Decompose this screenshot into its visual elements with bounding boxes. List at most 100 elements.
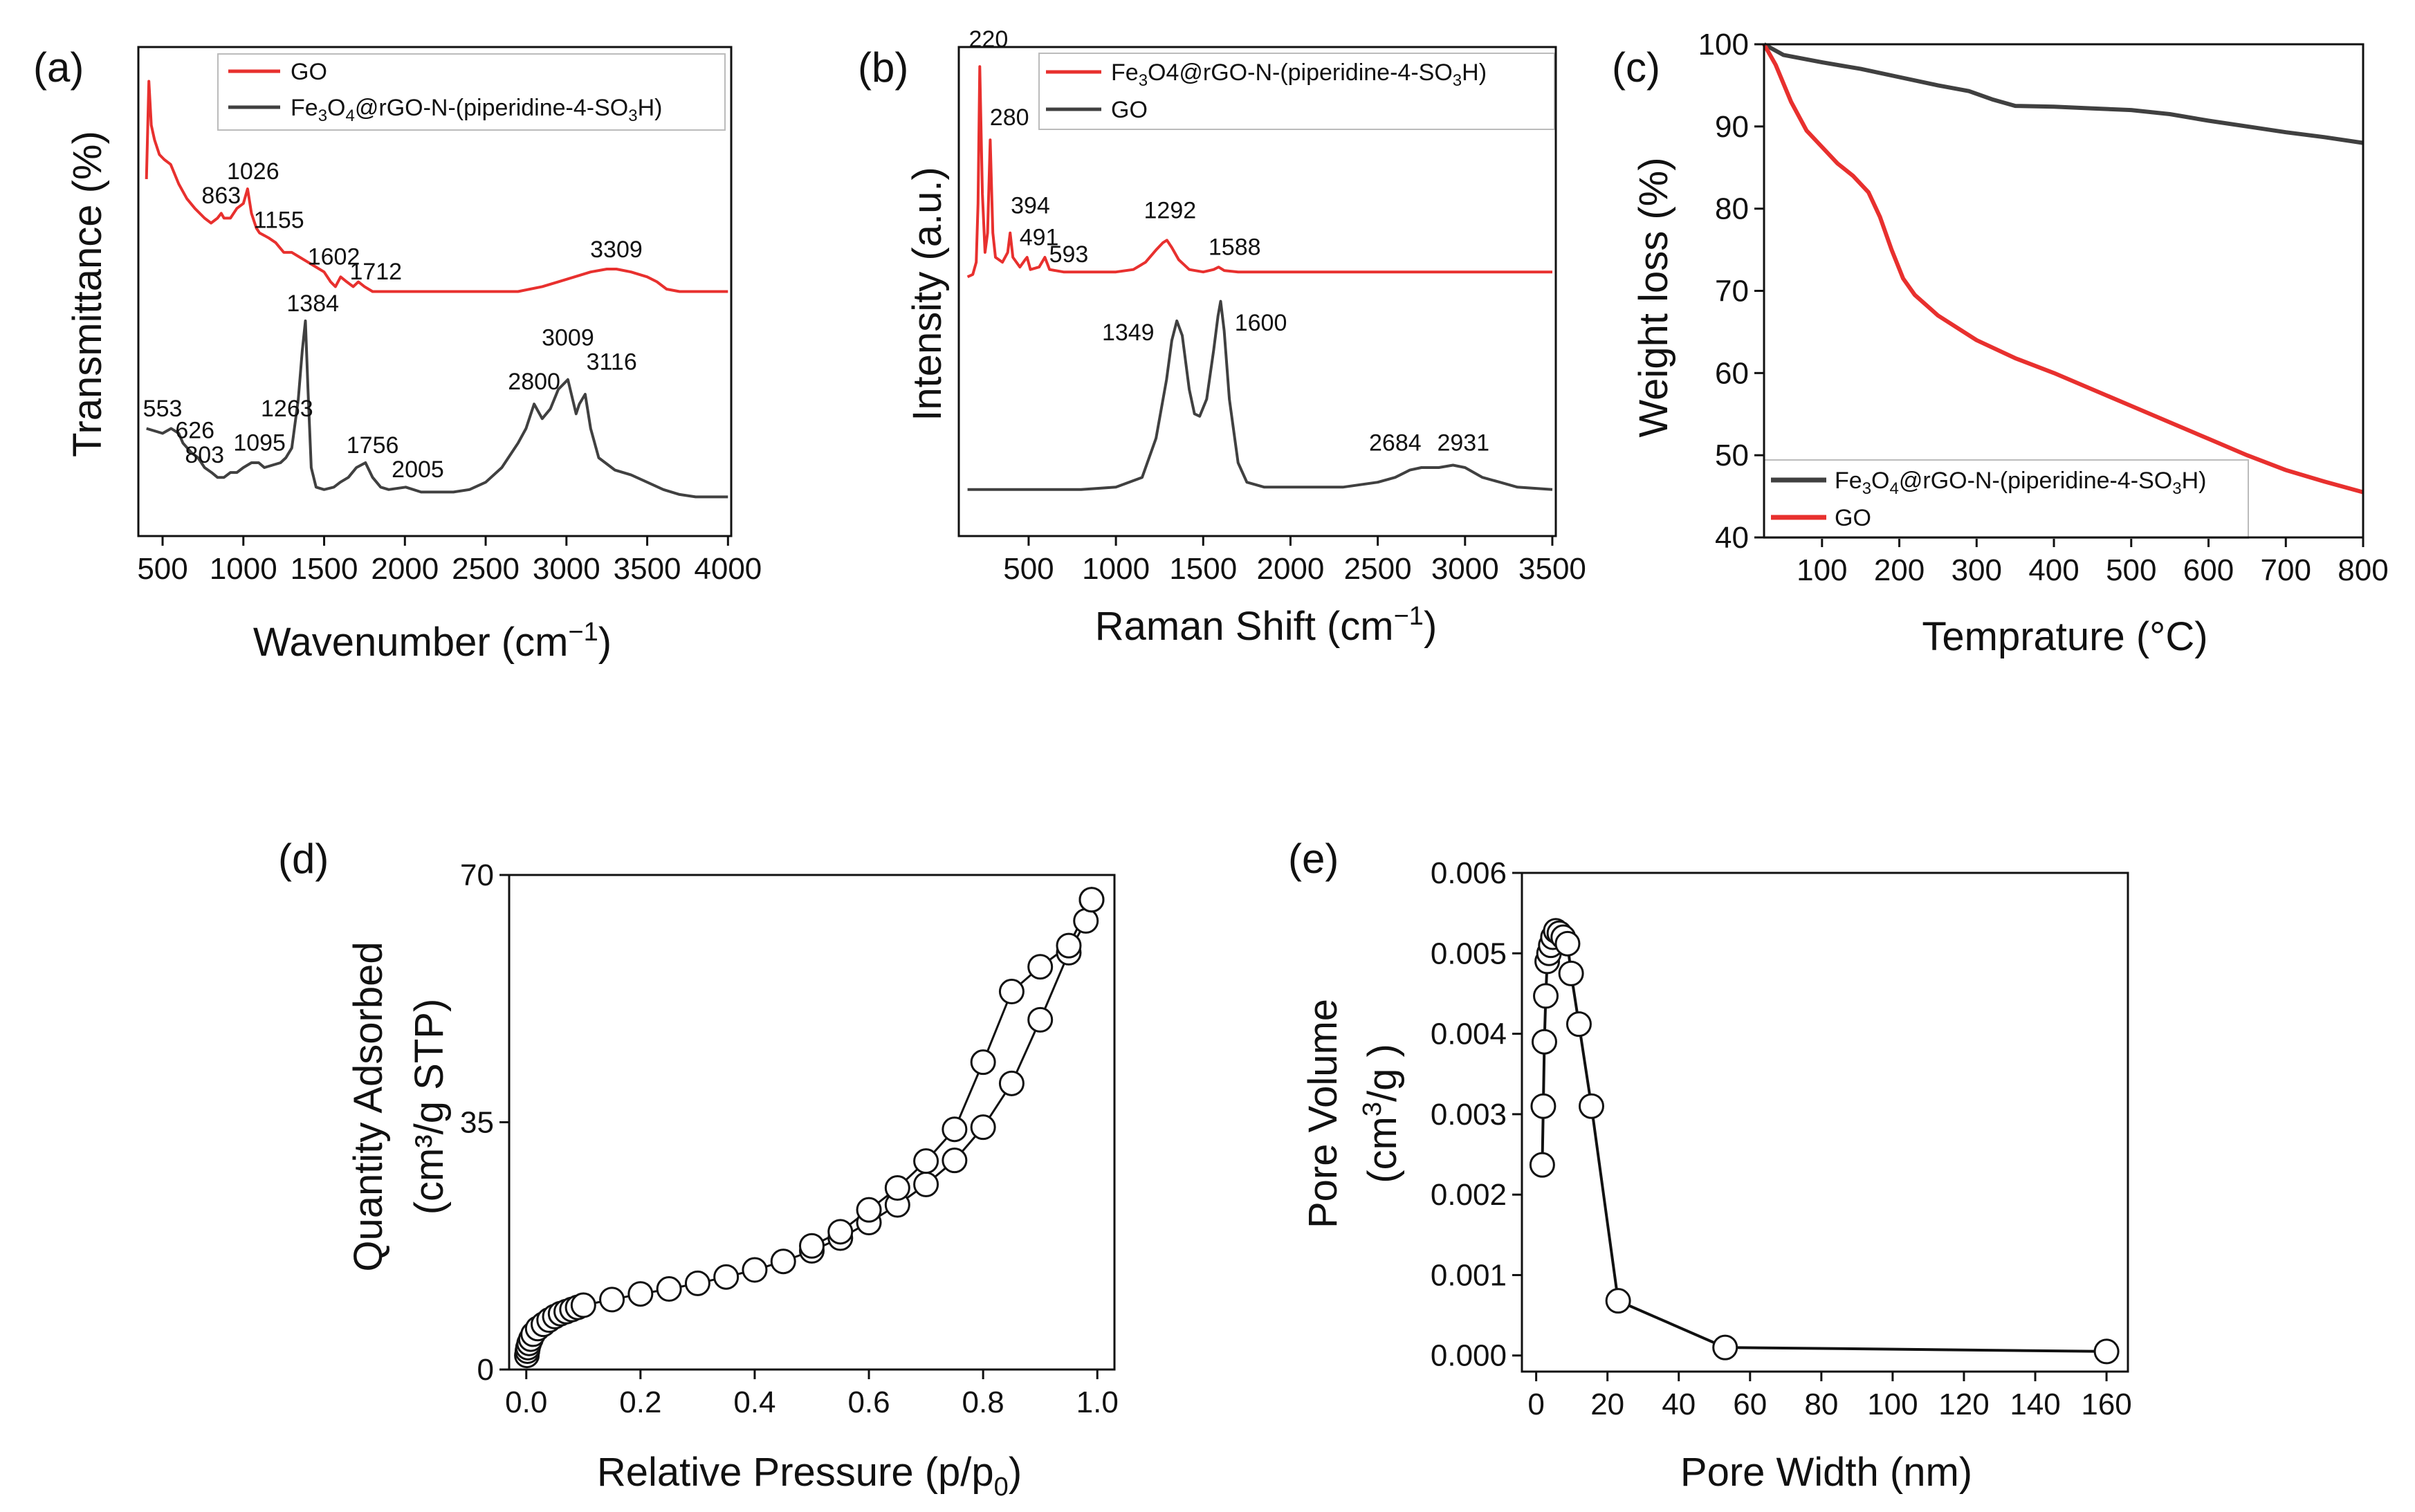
d-adsorption-point bbox=[770, 1248, 796, 1275]
d-desorption-point bbox=[1078, 887, 1105, 913]
d-adsorption-point bbox=[599, 1287, 625, 1313]
a-peak-label: 1712 bbox=[349, 259, 402, 285]
d-adsorption-point bbox=[913, 1171, 939, 1197]
a-peak-label: 1602 bbox=[308, 244, 360, 270]
panel-c-legend: Fe3O4@rGO-N-(piperidine-4-SO3H) GO bbox=[1763, 459, 2249, 539]
d-adsorption-point bbox=[656, 1276, 682, 1302]
a-x-tick-label: 500 bbox=[137, 552, 187, 586]
panel-d-frame bbox=[508, 874, 1116, 1371]
d-y-tick-label: 0 bbox=[477, 1353, 494, 1387]
d-adsorption-point bbox=[942, 1147, 968, 1174]
panel-c-chart: 100 200 300 400 500 600 700 800 40 50 60 70 80 90 100… bbox=[1631, 28, 2389, 659]
d-desorption-point bbox=[799, 1233, 825, 1259]
d-x-tick-label: 0.8 bbox=[962, 1385, 1004, 1419]
panel-c-frame bbox=[1763, 43, 2365, 539]
d-desorption-point bbox=[884, 1174, 910, 1201]
panel-b-legend: Fe3O4@rGO-N-(piperidine-4-SO3H) GO bbox=[1038, 53, 1555, 130]
e-data-point bbox=[1712, 1334, 1738, 1361]
d-adsorption-point bbox=[684, 1270, 710, 1296]
c-x-tick-label: 800 bbox=[2338, 553, 2388, 587]
b-x-tick-label: 3000 bbox=[1431, 552, 1499, 586]
d-adsorption-point bbox=[970, 1114, 996, 1141]
d-adsorption-point bbox=[1027, 1006, 1054, 1033]
e-x-tick-label: 160 bbox=[2081, 1387, 2131, 1421]
d-x-tick-label: 0.4 bbox=[733, 1385, 775, 1419]
e-x-tick-label: 100 bbox=[1867, 1387, 1918, 1421]
panel-e-plot-area bbox=[1529, 918, 2120, 1365]
c-y-tick-label: 100 bbox=[1698, 28, 1749, 62]
panel-e-x-label: Pore Width (nm) bbox=[1680, 1450, 1972, 1495]
a-peak-label: 803 bbox=[185, 442, 224, 468]
panel-d-x-label: Relative Pressure (p/p0) bbox=[597, 1450, 1022, 1502]
panel-a-frame bbox=[137, 46, 733, 537]
d-desorption-point bbox=[942, 1116, 968, 1143]
panel-d-chart: 0.0 0.2 0.4 0.6 0.8 1.0 0 35 70 Relative Pressu… bbox=[346, 858, 1119, 1502]
legend-label-fe3o4-b: Fe3O4@rGO-N-(piperidine-4-SO3H) bbox=[1111, 59, 1487, 90]
legend-label-go: GO bbox=[291, 59, 327, 85]
d-desorption-point bbox=[827, 1219, 854, 1245]
a-peak-label: 2005 bbox=[392, 457, 444, 483]
panel-a-plot-area bbox=[145, 80, 728, 499]
c-y-tick-label: 60 bbox=[1715, 356, 1749, 390]
c-x-tick-label: 600 bbox=[2183, 553, 2234, 587]
e-data-point bbox=[1554, 930, 1581, 957]
panel-d-y-label-units: (cm³/g STP) bbox=[407, 999, 452, 1215]
c-y-tick-label: 90 bbox=[1715, 110, 1749, 144]
panel-c-y-ticks: 40 50 60 70 80 90 100 bbox=[1698, 28, 1764, 555]
panel-label-a: (a) bbox=[33, 44, 84, 91]
e-data-point bbox=[1578, 1093, 1604, 1119]
e-x-tick-label: 140 bbox=[2010, 1387, 2060, 1421]
b-x-tick-label: 1000 bbox=[1082, 552, 1150, 586]
panel-c-plot-area bbox=[1762, 42, 2364, 495]
legend-label-go-b: GO bbox=[1111, 97, 1148, 123]
a-x-tick-label: 3500 bbox=[614, 552, 681, 586]
d-adsorption-point bbox=[570, 1292, 596, 1318]
panel-b-chart: 500 1000 1500 2000 2500 3000 3500 220 280 394 491… bbox=[905, 26, 1586, 649]
b-peak-label: 1600 bbox=[1235, 310, 1287, 336]
e-series-line bbox=[1541, 928, 2107, 1353]
c-y-tick-label: 80 bbox=[1715, 192, 1749, 226]
e-data-point bbox=[2093, 1338, 2120, 1365]
a-peak-label: 2800 bbox=[508, 369, 560, 395]
c-y-tick-label: 40 bbox=[1715, 521, 1749, 555]
panel-d-plot-area bbox=[514, 887, 1105, 1369]
panel-label-d: (d) bbox=[278, 836, 329, 882]
d-adsorption-point bbox=[713, 1264, 740, 1290]
c-x-tick-label: 700 bbox=[2261, 553, 2311, 587]
b-peak-label: 491 bbox=[1020, 224, 1059, 250]
e-x-tick-label: 0 bbox=[1527, 1387, 1544, 1421]
e-y-tick-label: 0.005 bbox=[1431, 937, 1507, 970]
b-peak-label: 1588 bbox=[1209, 234, 1261, 260]
b-x-tick-label: 2000 bbox=[1256, 552, 1324, 586]
a-peak-label: 626 bbox=[175, 418, 214, 444]
b-x-tick-label: 1500 bbox=[1169, 552, 1237, 586]
b-series-line-0 bbox=[966, 65, 1552, 279]
a-peak-label: 3116 bbox=[587, 349, 637, 376]
c-x-tick-label: 200 bbox=[1874, 553, 1925, 587]
panel-a-x-label: Wavenumber (cm−1) bbox=[253, 618, 612, 665]
panel-e-chart: 0 20 40 60 80 100 120 140 160 0.0000.0010.0020.0… bbox=[1301, 856, 2132, 1495]
b-peak-label: 2931 bbox=[1437, 430, 1489, 456]
d-y-tick-label: 70 bbox=[460, 858, 494, 892]
panel-d-y-ticks: 0 35 70 bbox=[460, 858, 509, 1387]
c-x-tick-label: 300 bbox=[1952, 553, 2002, 587]
panel-a-x-ticks: 500 1000 1500 2000 2500 3000 3500 4000 bbox=[137, 536, 762, 586]
e-data-point bbox=[1605, 1288, 1631, 1314]
a-x-tick-label: 4000 bbox=[694, 552, 762, 586]
a-x-tick-label: 3000 bbox=[533, 552, 600, 586]
b-peak-label: 2684 bbox=[1369, 430, 1422, 456]
c-series-line-1 bbox=[1762, 43, 2364, 495]
panel-label-b: (b) bbox=[858, 44, 908, 91]
d-desorption-point bbox=[1027, 954, 1054, 980]
panel-a-legend: GO Fe3O4@rGO-N-(piperidine-4-SO3H) bbox=[217, 53, 726, 131]
e-x-tick-label: 20 bbox=[1590, 1387, 1624, 1421]
panel-e-y-ticks: 0.000 0.001 0.002 0.003 0.004 0.005 0.006 bbox=[1431, 856, 1522, 1373]
c-x-tick-label: 400 bbox=[2028, 553, 2079, 587]
d-adsorption-point bbox=[1073, 907, 1099, 934]
d-x-tick-label: 0.0 bbox=[505, 1385, 547, 1419]
d-desorption-point bbox=[970, 1049, 996, 1076]
a-peak-label: 1756 bbox=[347, 432, 399, 459]
legend-label-go-c: GO bbox=[1835, 505, 1871, 531]
b-x-tick-label: 500 bbox=[1003, 552, 1054, 586]
